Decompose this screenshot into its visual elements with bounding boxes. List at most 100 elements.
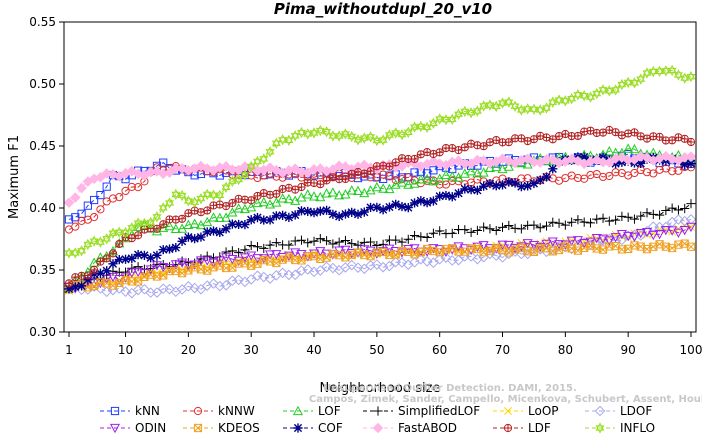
data-point bbox=[76, 281, 87, 291]
legend-label: kNN bbox=[135, 404, 160, 418]
data-point bbox=[252, 213, 263, 223]
data-point bbox=[102, 254, 111, 263]
data-point bbox=[221, 253, 232, 263]
data-point bbox=[202, 251, 212, 261]
data-point bbox=[435, 226, 445, 236]
legend-item-inflo: INFLO bbox=[585, 421, 655, 434]
data-point bbox=[428, 176, 439, 186]
data-point bbox=[673, 214, 684, 225]
y-tick-label: 0.40 bbox=[29, 201, 56, 215]
data-point bbox=[680, 134, 689, 143]
data-point bbox=[347, 130, 357, 143]
data-point bbox=[365, 237, 376, 247]
data-point bbox=[472, 105, 482, 117]
data-point bbox=[623, 212, 633, 222]
data-point bbox=[228, 198, 237, 208]
data-point bbox=[341, 128, 350, 140]
data-point bbox=[245, 274, 257, 285]
data-point bbox=[164, 220, 175, 231]
data-point bbox=[352, 185, 364, 196]
x-tick-label: 50 bbox=[369, 343, 384, 357]
data-point bbox=[460, 225, 470, 235]
data-point bbox=[76, 182, 87, 194]
data-point bbox=[64, 247, 74, 259]
legend-label: kNNW bbox=[218, 404, 255, 418]
data-point bbox=[541, 172, 552, 182]
data-point bbox=[321, 205, 332, 215]
data-point bbox=[440, 247, 452, 258]
data-point bbox=[202, 227, 212, 237]
legend-item-ldof: LDOF bbox=[585, 404, 652, 418]
data-point bbox=[95, 236, 105, 248]
data-point bbox=[391, 158, 400, 167]
data-point bbox=[378, 183, 389, 193]
data-point bbox=[479, 222, 489, 232]
data-point bbox=[655, 165, 664, 174]
data-point bbox=[221, 224, 231, 234]
x-tick-label: 40 bbox=[306, 343, 321, 357]
data-point bbox=[309, 208, 319, 218]
data-point bbox=[428, 228, 439, 238]
data-point bbox=[151, 287, 163, 298]
x-tick-label: 60 bbox=[432, 343, 447, 357]
y-tick-label: 0.35 bbox=[29, 263, 56, 277]
data-point bbox=[183, 195, 193, 207]
legend-label: SimplifiedLOF bbox=[398, 404, 480, 418]
data-point bbox=[384, 244, 395, 254]
legend-label: LDOF bbox=[620, 404, 652, 418]
data-point bbox=[573, 173, 583, 183]
data-point bbox=[660, 150, 672, 162]
data-point bbox=[120, 254, 131, 264]
data-point bbox=[623, 143, 634, 153]
data-point bbox=[616, 234, 628, 246]
data-point bbox=[686, 199, 696, 209]
legend-label: LoOP bbox=[528, 404, 559, 418]
y-tick-label: 0.55 bbox=[29, 15, 56, 29]
data-point bbox=[630, 128, 639, 137]
data-point bbox=[69, 192, 81, 203]
data-point bbox=[208, 226, 219, 236]
data-point bbox=[246, 160, 256, 173]
data-point bbox=[598, 234, 609, 245]
data-point bbox=[371, 181, 382, 192]
data-point bbox=[604, 145, 615, 156]
data-point bbox=[334, 211, 344, 221]
data-point bbox=[321, 236, 332, 246]
data-point bbox=[410, 154, 419, 164]
data-point bbox=[171, 188, 181, 201]
series-fastabod bbox=[63, 150, 697, 208]
data-point bbox=[96, 205, 105, 214]
data-point bbox=[604, 236, 615, 246]
data-point bbox=[567, 93, 577, 105]
data-point bbox=[240, 219, 250, 230]
data-point bbox=[680, 72, 690, 84]
data-point bbox=[447, 113, 457, 126]
data-point bbox=[271, 237, 281, 248]
data-point bbox=[605, 171, 614, 181]
data-point bbox=[598, 213, 608, 223]
data-point bbox=[289, 163, 301, 175]
data-point bbox=[372, 134, 382, 147]
data-point bbox=[479, 142, 488, 151]
series-line bbox=[68, 224, 692, 292]
data-point bbox=[271, 250, 282, 260]
data-point bbox=[385, 162, 394, 171]
data-point bbox=[271, 269, 282, 281]
data-point bbox=[504, 177, 514, 187]
data-point bbox=[101, 168, 113, 179]
data-point bbox=[89, 269, 99, 279]
data-point bbox=[567, 217, 577, 227]
data-point bbox=[630, 77, 639, 89]
data-point bbox=[642, 168, 652, 177]
data-point bbox=[466, 107, 476, 119]
data-point bbox=[183, 219, 194, 229]
data-point bbox=[378, 247, 389, 257]
data-point bbox=[403, 126, 413, 139]
data-point bbox=[435, 191, 445, 201]
data-point bbox=[542, 133, 551, 142]
data-point bbox=[252, 197, 263, 208]
data-point bbox=[284, 212, 294, 222]
y-axis-label: Maximum F1 bbox=[7, 135, 22, 219]
data-point bbox=[177, 258, 188, 268]
data-point bbox=[346, 249, 357, 259]
